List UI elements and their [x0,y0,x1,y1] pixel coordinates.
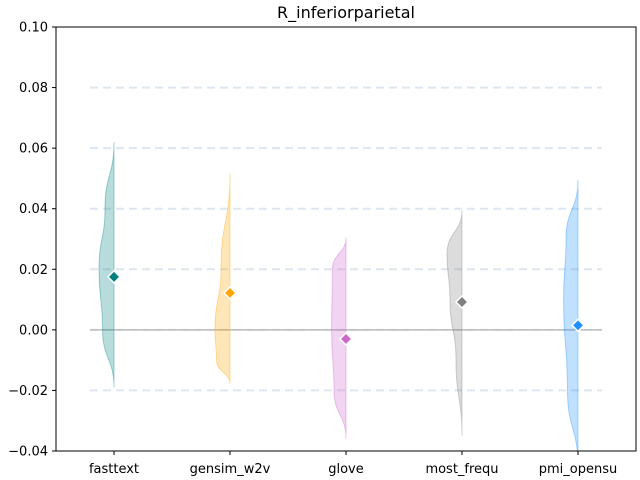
y-tick-label-6: 0.08 [19,81,48,96]
y-tick-label-1: −0.02 [8,384,48,399]
chart-title: R_inferiorparietal [277,3,415,23]
x-tick-label-fasttext: fasttext [89,462,139,477]
mean-marker-glove [338,331,354,347]
mean-markers [106,269,586,347]
violin-fasttext [98,142,115,388]
y-tick-label-0: −0.04 [8,445,48,460]
y-tick-label-7: 0.10 [19,21,48,36]
y-axis: −0.04 −0.02 0.00 0.02 0.04 0.06 0.08 0.10 [8,21,56,460]
mean-marker-gensim_w2v [222,285,238,300]
y-tick-label-3: 0.02 [19,263,48,278]
violins [98,142,579,451]
x-tick-label-most_frequ: most_frequ [425,462,498,477]
violin-glove [331,237,347,439]
violin-most_frequ [446,210,463,436]
x-tick-label-glove: glove [328,462,364,477]
y-tick-label-4: 0.04 [19,202,48,217]
x-tick-label-pmi_opensu: pmi_opensu [539,462,617,477]
y-tick-label-5: 0.06 [19,142,48,157]
x-axis: fasttext gensim_w2v glove most_frequ pmi_ope… [89,451,617,477]
violin-gensim_w2v [214,173,231,385]
mean-marker-most_frequ [454,294,470,310]
violin-pmi_opensu [563,179,579,451]
mean-marker-pmi_opensu [570,318,586,333]
x-tick-label-gensim_w2v: gensim_w2v [190,462,271,477]
mean-marker-fasttext [106,269,122,284]
y-tick-label-2: 0.00 [19,323,48,338]
